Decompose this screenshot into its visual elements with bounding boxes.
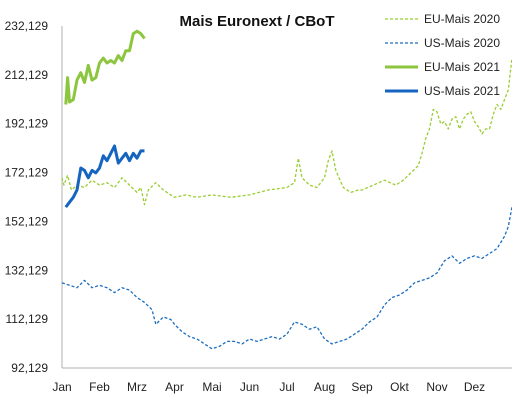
y-tick-label: 172,129 <box>5 166 49 180</box>
x-tick-label: Mai <box>202 380 221 394</box>
x-tick-label: Jul <box>279 380 294 394</box>
x-tick-label: Nov <box>426 380 447 394</box>
x-tick-label: Okt <box>390 380 409 394</box>
legend: EU-Mais 2020 US-Mais 2020 EU-Mais 2021 US-M… <box>385 12 500 98</box>
x-tick-label: Feb <box>89 380 110 394</box>
x-tick-label: Jun <box>240 380 259 394</box>
y-tick-label: 152,129 <box>5 214 49 228</box>
x-tick-labels: Jan Feb Mrz Apr Mai Jun Jul Aug Sep Okt Nov Dez <box>52 380 485 394</box>
legend-label: EU-Mais 2021 <box>424 60 500 74</box>
series-lines <box>61 29 512 350</box>
y-tick-label: 192,129 <box>5 117 49 131</box>
y-tick-labels: 232,129 212,129 192,129 172,129 152,129 132,1… <box>5 19 49 375</box>
x-tick-label: Apr <box>165 380 184 394</box>
legend-label: EU-Mais 2020 <box>424 12 500 26</box>
series-line-us-mais-2021 <box>64 144 145 209</box>
chart-title: Mais Euronext / CBoT <box>179 13 334 30</box>
x-tick-label: Dez <box>464 380 485 394</box>
y-tick-label: 212,129 <box>5 68 49 82</box>
series-line-eu-mais-2020 <box>61 58 512 206</box>
y-tick-label: 232,129 <box>5 19 49 33</box>
y-tick-label: 132,129 <box>5 263 49 277</box>
x-tick-label: Sep <box>351 380 373 394</box>
series-line-us-mais-2020 <box>61 206 512 350</box>
y-tick-label: 92,129 <box>11 361 48 375</box>
x-tick-label: Aug <box>314 380 335 394</box>
y-tick-label: 112,129 <box>6 312 49 326</box>
series-line-eu-mais-2021 <box>64 29 146 105</box>
legend-label: US-Mais 2021 <box>424 84 500 98</box>
x-tick-label: Jan <box>52 380 71 394</box>
x-tick-label: Mrz <box>127 380 147 394</box>
legend-label: US-Mais 2020 <box>424 36 500 50</box>
